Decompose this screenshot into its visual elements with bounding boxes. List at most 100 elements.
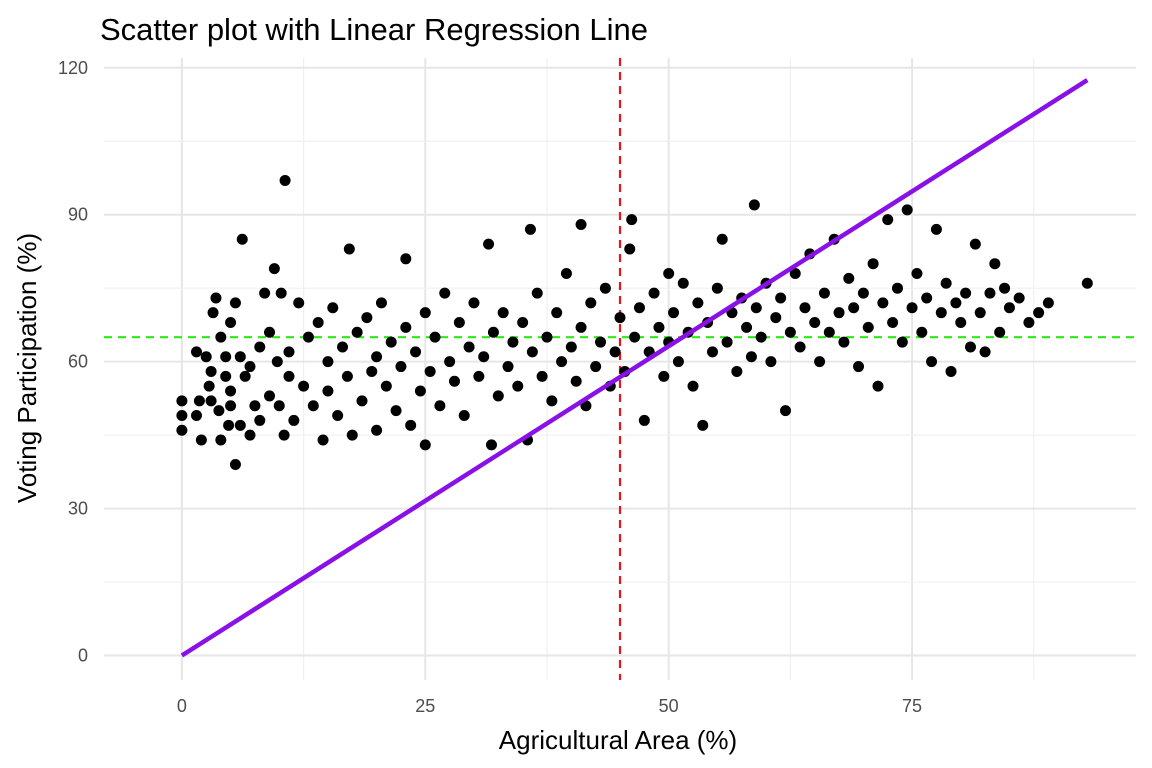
data-point (215, 331, 227, 343)
data-point (264, 326, 276, 338)
data-point (862, 321, 874, 333)
data-point (697, 419, 709, 431)
data-point (706, 346, 718, 358)
data-point (213, 405, 225, 417)
data-point (765, 356, 777, 368)
data-point (322, 356, 334, 368)
data-point (463, 341, 475, 353)
data-point (536, 370, 548, 382)
data-point (371, 424, 383, 436)
data-point (239, 370, 251, 382)
data-point (940, 277, 952, 289)
data-point (395, 361, 407, 373)
data-point (770, 312, 782, 324)
data-point (911, 267, 923, 279)
data-point (838, 336, 850, 348)
data-point (302, 331, 314, 343)
data-point (244, 361, 256, 373)
data-point (668, 307, 680, 319)
data-point (672, 356, 684, 368)
data-point (405, 419, 417, 431)
data-point (658, 370, 670, 382)
data-point (901, 204, 913, 216)
data-point (312, 316, 324, 328)
data-point (653, 321, 665, 333)
data-point (487, 326, 499, 338)
data-point (853, 361, 865, 373)
data-point (745, 351, 757, 363)
data-point (210, 292, 222, 304)
data-point (857, 287, 869, 299)
data-point (390, 405, 402, 417)
data-point (626, 214, 638, 226)
data-point (225, 400, 237, 412)
data-point (439, 287, 451, 299)
data-point (755, 331, 767, 343)
data-point (789, 267, 801, 279)
data-point (254, 414, 266, 426)
data-point (955, 316, 967, 328)
scatter-points (176, 174, 1093, 471)
data-point (633, 302, 645, 314)
data-point (906, 302, 918, 314)
data-point (279, 174, 291, 186)
data-point (590, 361, 602, 373)
data-point (721, 336, 733, 348)
data-point (375, 297, 387, 309)
data-point (332, 410, 344, 422)
data-point (176, 410, 188, 422)
data-point (275, 287, 287, 299)
chart-title: Scatter plot with Linear Regression Line (100, 12, 648, 47)
data-point (1003, 302, 1015, 314)
data-point (492, 390, 504, 402)
y-axis-title: Voting Participation (%) (12, 233, 42, 503)
data-point (609, 346, 621, 358)
data-point (200, 351, 212, 363)
data-point (711, 282, 723, 294)
data-point (190, 346, 202, 358)
data-point (259, 287, 271, 299)
data-point (453, 316, 465, 328)
data-point (203, 380, 215, 392)
data-point (814, 356, 826, 368)
data-point (638, 414, 650, 426)
data-point (205, 395, 217, 407)
data-point (327, 302, 339, 314)
data-point (385, 336, 397, 348)
x-tick-label: 0 (177, 696, 187, 716)
x-tick-label: 25 (415, 696, 435, 716)
data-point (220, 351, 232, 363)
data-point (1033, 307, 1045, 319)
data-point (517, 316, 529, 328)
data-point (234, 419, 246, 431)
data-point (195, 434, 207, 446)
data-point (502, 361, 514, 373)
data-point (444, 356, 456, 368)
data-point (1081, 277, 1093, 289)
data-point (551, 307, 563, 319)
data-point (1023, 316, 1035, 328)
data-point (176, 424, 188, 436)
y-tick-label: 60 (68, 352, 88, 372)
data-point (960, 287, 972, 299)
data-point (485, 439, 497, 451)
data-point (989, 258, 1001, 270)
data-point (969, 238, 981, 250)
data-point (585, 297, 597, 309)
data-point (599, 282, 611, 294)
data-point (524, 223, 536, 235)
y-tick-label: 90 (68, 205, 88, 225)
data-point (716, 233, 728, 245)
data-point (935, 307, 947, 319)
data-point (887, 316, 899, 328)
data-point (419, 307, 431, 319)
x-axis-title: Agricultural Area (%) (499, 725, 737, 755)
data-point (575, 321, 587, 333)
data-point (346, 429, 358, 441)
data-point (629, 331, 641, 343)
data-point (570, 375, 582, 387)
data-point (531, 287, 543, 299)
data-point (337, 341, 349, 353)
data-point (307, 400, 319, 412)
